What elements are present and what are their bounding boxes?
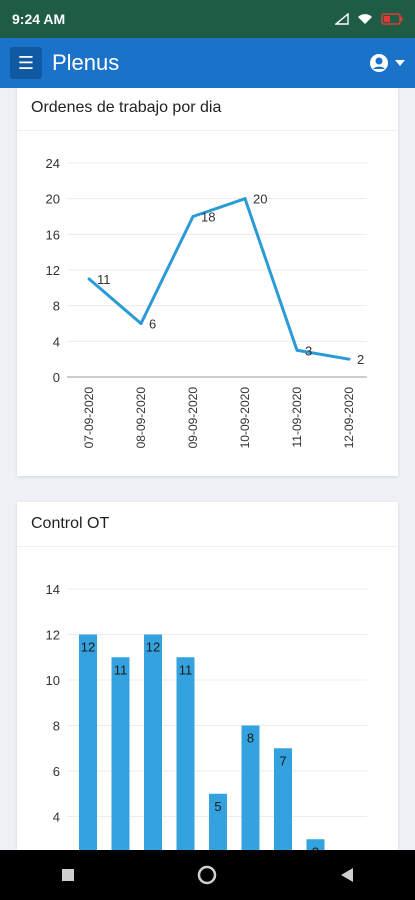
y-tick-label: 24 [46,156,60,171]
x-tick-label: 12-09-2020 [342,387,356,449]
bar [306,839,325,850]
caret-down-icon [395,60,405,66]
data-label: 3 [305,343,312,358]
data-point [87,277,91,281]
data-label: 18 [201,210,215,225]
bar-value-label: 12 [146,640,160,655]
bar [111,657,130,850]
x-tick-label: 08-09-2020 [134,387,148,449]
bar [144,634,162,850]
data-label: 2 [357,352,364,367]
bar [274,748,292,850]
bar-value-label: 7 [279,753,286,768]
bar-value-label: 11 [114,662,128,677]
y-tick-label: 8 [53,299,60,314]
y-tick-label: 0 [53,370,60,385]
app-title: Plenus [52,50,120,75]
x-tick-label: 09-09-2020 [186,387,200,449]
y-tick-label: 10 [46,673,60,688]
y-tick-label: 12 [46,263,60,278]
line-series [88,197,350,361]
menu-button[interactable]: ☰ [10,47,42,79]
status-icons [335,13,403,25]
data-point [295,348,299,352]
bar-value-label: 3 [312,844,319,850]
data-point [347,357,351,361]
data-label: 11 [97,272,111,287]
y-tick-label: 12 [46,628,60,643]
x-tick-label: 10-09-2020 [238,387,252,449]
y-tick-label: 8 [53,719,60,734]
bar-value-label: 12 [81,640,95,655]
bar-value-label: 11 [179,662,193,677]
content-area[interactable]: Ordenes de trabajo por dia 0 4 8 12 16 20 24 11… [0,88,415,850]
y-tick-label: 6 [53,764,60,779]
signal-icon [335,13,349,25]
battery-icon [381,13,403,25]
user-avatar-icon [370,54,388,72]
bar-chart-title: Control OT [17,502,398,547]
bar [176,657,195,850]
bar [209,793,227,850]
bar-value-label: 8 [247,731,254,746]
status-bar: 9:24 AM [0,0,415,38]
y-tick-label: 4 [53,334,60,349]
bar [241,725,260,850]
bar [79,634,97,850]
y-tick-label: 20 [46,192,60,207]
bar-value-label: 5 [214,799,221,814]
hamburger-icon: ☰ [17,52,35,73]
y-tick-label: 4 [53,810,60,825]
data-label: 6 [149,317,156,332]
recent-apps-icon[interactable] [61,868,75,882]
line-chart-card: Ordenes de trabajo por dia 0 4 8 12 16 20 24 11… [17,88,398,476]
status-time: 9:24 AM [12,11,66,27]
app-bar: ☰ Plenus [0,38,415,88]
x-tick-label: 11-09-2020 [290,387,304,448]
system-nav-bar [0,850,415,900]
bar-chart: 4 6 8 10 12 14 12 11 12 11 5 8 7 3 [46,582,367,850]
y-tick-label: 16 [46,227,60,242]
y-tick-label: 14 [46,582,60,597]
line-chart-title: Ordenes de trabajo por dia [17,88,398,131]
data-label: 20 [253,192,267,207]
line-chart: 0 4 8 12 16 20 24 11 6 18 20 3 2 07-09-2020 08-09-2020… [46,156,367,449]
x-tick-label: 07-09-2020 [82,387,96,449]
back-icon[interactable] [340,867,354,883]
data-point [191,215,195,218]
bar-chart-card: Control OT 4 6 8 10 12 14 12 11 12 11 5 8 7 3 [17,502,398,850]
user-menu-button[interactable] [369,53,405,73]
wifi-icon [358,14,372,24]
home-icon[interactable] [197,865,217,885]
data-point [243,197,247,201]
data-point [139,322,143,325]
